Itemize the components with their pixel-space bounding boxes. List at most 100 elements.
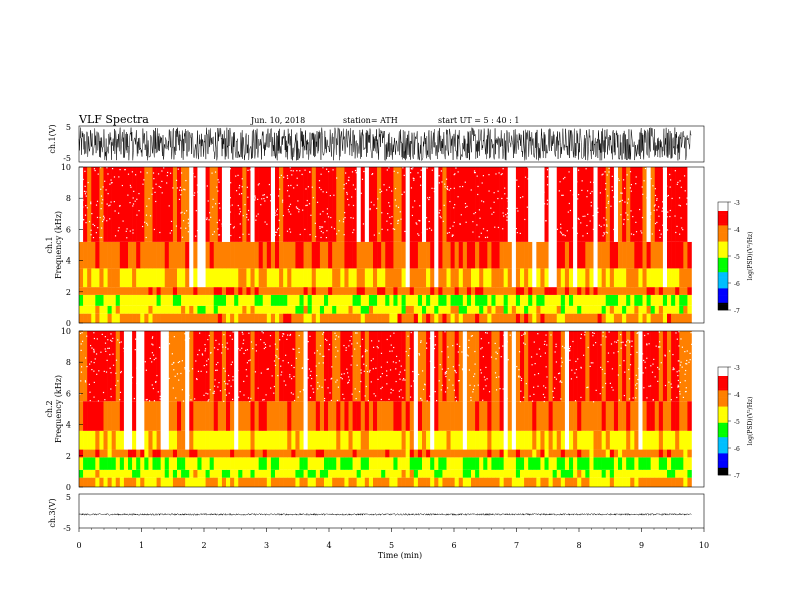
spectrogram-speckle [422,233,424,235]
spectrogram-speckle [142,183,144,185]
spectrogram-speckle [109,353,111,356]
spectrogram-speckle [359,345,362,347]
spectrogram-cell [589,401,594,431]
spectrogram-speckle [176,373,179,375]
spectrogram-speckle [215,369,217,371]
spectrogram-speckle [104,342,107,344]
spectrogram-speckle [130,186,132,188]
colorbar-tick-label: -6 [734,446,740,453]
spectrogram-cell [511,477,517,487]
spectrogram-cell [352,294,357,306]
spectrogram-speckle [641,353,644,355]
spectrogram-cell [491,457,496,470]
spectrogram-speckle [553,193,555,195]
spectrogram-cell [217,305,223,314]
spectrogram-cell [132,305,137,314]
spectrogram-cell [389,294,394,306]
spectrogram-cell [136,331,141,402]
spectrogram-cell [336,449,341,458]
spectrogram-cell [417,294,423,306]
spectrogram-speckle [95,353,98,355]
spectrogram-speckle [324,221,326,223]
spectrogram-cell [368,401,374,431]
spectrogram-cell [409,331,415,402]
spectrogram-cell [328,430,333,450]
spectrogram-cell [193,313,198,323]
spectrogram-cell [569,401,574,431]
spectrogram-speckle [678,197,681,199]
spectrogram-cell [189,469,194,478]
spectrogram-cell [601,241,607,269]
spectrogram-speckle [288,211,290,213]
spectrogram-cell [95,401,100,431]
ch2-channel-label: ch.2 [45,400,54,417]
spectrogram-cell [487,457,492,470]
spectrogram-speckle [589,365,591,368]
spectrogram-speckle [627,339,629,341]
spectrogram-cell [385,294,390,306]
spectrogram-speckle [379,191,381,194]
spectrogram-speckle [296,184,298,186]
spectrogram-speckle [383,184,385,186]
spectrogram-cell [99,430,104,450]
spectrogram-cell [107,268,112,288]
spectrogram-cell [270,241,276,269]
spectrogram-cell [238,268,243,288]
spectrogram-speckle [456,343,458,345]
spectrogram-speckle [438,182,440,184]
spectrogram-speckle [559,181,561,183]
spectrogram-speckle [238,193,241,195]
spectrogram-speckle [685,387,687,389]
spectrogram-speckle [517,210,519,212]
spectrogram-speckle [279,176,281,179]
spectrogram-cell [487,294,492,306]
spectrogram-speckle [93,351,95,353]
spectrogram-cell [605,457,611,470]
spectrogram-cell [381,241,386,269]
spectrogram-cell [613,331,619,402]
spectrogram-speckle [412,206,414,208]
spectrogram-cell [230,457,235,470]
spectrogram-speckle [413,178,415,180]
spectrogram-cell [177,305,182,314]
spectrogram-cell [422,287,427,295]
spectrogram-speckle [604,171,606,173]
spectrogram-cell [654,268,660,288]
spectrogram-cell [556,449,562,458]
spectrogram-speckle [635,231,638,233]
spectrogram-speckle [625,344,627,347]
spectrogram-cell [491,294,496,306]
spectrogram-speckle [318,187,321,189]
spectrogram-speckle [246,375,248,377]
spectrogram-speckle [386,370,388,372]
spectrogram-cell [91,287,96,295]
spectrogram-speckle [505,336,507,338]
spectrogram-cell [221,268,227,288]
spectrogram-cell [262,167,268,242]
spectrogram-cell [634,167,639,242]
spectrogram-cell [111,294,117,306]
spectrogram-cell [573,469,578,478]
spectrogram-speckle [598,224,601,226]
spectrogram-cell [609,287,615,295]
spectrogram-speckle [338,220,341,222]
spectrogram-speckle [257,213,259,215]
spectrogram-speckle [155,183,157,185]
spectrogram-cell [671,477,676,487]
spectrogram-speckle [273,178,275,180]
spectrogram-speckle [691,171,693,173]
spectrogram-speckle [373,346,375,348]
spectrogram-speckle [493,201,495,203]
spectrogram-speckle [613,352,615,354]
spectrogram-cell [646,449,651,458]
spectrogram-speckle [289,376,291,378]
spectrogram-speckle [283,333,285,335]
spectrogram-cell [262,294,268,306]
spectrogram-speckle [343,184,345,186]
spectrogram-speckle [605,182,607,185]
spectrogram-speckle [464,202,467,205]
spectrogram-cell [283,331,288,402]
spectrogram-cell [279,469,284,478]
spectrogram-cell [581,287,586,295]
spectrogram-cell [446,469,451,478]
